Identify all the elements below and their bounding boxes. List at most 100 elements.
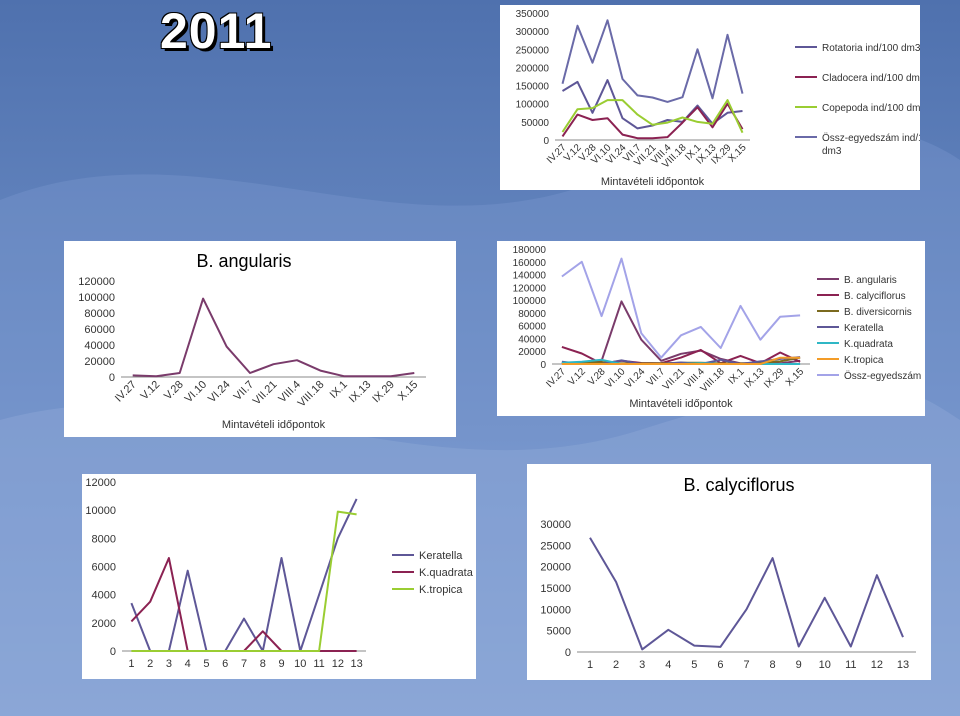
chart3-ytick-label: 140000: [513, 271, 547, 282]
chart1-ytick-label: 150000: [516, 82, 550, 93]
chart2-ytick-label: 100000: [78, 292, 115, 304]
chart4-xtick-label: 13: [350, 658, 362, 670]
chart2-ytick-label: 0: [109, 372, 115, 384]
chart5-xtick-label: 4: [665, 659, 671, 671]
chart3-xtick-label: IX.29: [762, 366, 787, 391]
chart4-series-k-quadrata: [130, 557, 357, 652]
chart5-xtick-label: 10: [819, 659, 831, 671]
chart5-xtick-label: 7: [743, 659, 749, 671]
chart2-title: B. angularis: [196, 251, 291, 271]
chart4-legend-label: Keratella: [419, 550, 463, 562]
chart3-ytick-label: 160000: [513, 258, 547, 269]
chart3-ytick-label: 60000: [518, 322, 546, 333]
year-title: 2011: [160, 3, 273, 59]
chart3-ytick-label: 180000: [513, 245, 547, 256]
chart3-legend-label: B. diversicornis: [844, 307, 912, 318]
chart1-panel: 0 50000 100000 150000 200000 250000 300000 3500…: [500, 5, 935, 190]
chart5-xtick-label: 12: [871, 659, 883, 671]
chart3-ytick-label: 80000: [518, 309, 546, 320]
chart4-legend-label: K.tropica: [419, 584, 463, 596]
chart1-ytick-label: 350000: [516, 9, 550, 20]
chart4-panel: 0 2000 4000 6000 8000 10000 12000 1 2 3 4 5 6 7 8 9 10 11…: [82, 474, 476, 679]
chart4-xtick-label: 4: [185, 658, 191, 670]
chart5-xtick-label: 9: [796, 659, 802, 671]
chart2-ytick-label: 60000: [84, 324, 115, 336]
chart2-panel: 0 20000 40000 60000 80000 100000 120000 IV.27 V.…: [64, 241, 456, 437]
chart3-xtick-label: IV.27: [544, 366, 568, 390]
chart2-ytick-label: 80000: [84, 308, 115, 320]
chart5-xtick-label: 3: [639, 659, 645, 671]
chart5-ytick-label: 0: [565, 647, 571, 659]
chart4-ytick-label: 6000: [92, 562, 116, 574]
chart1-legend-label: Copepoda ind/100 dm3: [822, 103, 920, 114]
chart2-xlabel: Mintavételi időpontok: [222, 419, 326, 431]
chart2-ytick-label: 40000: [84, 340, 115, 352]
chart4-ytick-label: 4000: [92, 590, 116, 602]
chart5-xtick-label: 13: [897, 659, 909, 671]
chart3-xtick-label: V.12: [566, 366, 588, 388]
chart3-xtick-label: X.15: [784, 366, 807, 389]
chart5-xtick-label: 5: [691, 659, 697, 671]
chart5-ytick-label: 20000: [540, 562, 571, 574]
chart3-ytick-label: 0: [540, 360, 546, 371]
chart3-series-k-tropica: [561, 356, 801, 365]
chart4-xtick-label: 3: [166, 658, 172, 670]
chart1-ytick-label: 250000: [516, 45, 550, 56]
chart4-series-k-tropica: [131, 510, 357, 652]
chart1-series-cladocera-ind-100-dm3: [561, 102, 744, 140]
chart4-xtick-label: 8: [260, 658, 266, 670]
chart5-title: B. calyciflorus: [683, 475, 794, 495]
chart4-xtick-label: 12: [332, 658, 344, 670]
chart2-xtick-label: VI.24: [206, 379, 233, 406]
chart3-xtick-label: IX.13: [742, 366, 767, 391]
chart5-ytick-label: 25000: [540, 540, 571, 552]
chart5-ytick-label: 15000: [540, 583, 571, 595]
chart2-xtick-label: V.28: [162, 379, 186, 403]
chart1-xlabel: Mintavételi időpontok: [601, 176, 705, 188]
chart2-xtick-label: IV.27: [113, 379, 139, 405]
chart3-legend-label: B. calyciflorus: [844, 291, 906, 302]
chart5-xtick-label: 6: [717, 659, 723, 671]
chart5-xtick-label: 2: [613, 659, 619, 671]
chart5-series-b-calyciflorus: [589, 537, 904, 651]
chart3-ytick-label: 20000: [518, 347, 546, 358]
chart3-xlabel: Mintavételi időpontok: [629, 398, 733, 410]
chart2-xtick-label: V.12: [139, 379, 163, 403]
chart2-xtick-label: IX.29: [370, 379, 397, 406]
chart1-ytick-label: 50000: [521, 118, 549, 129]
chart3-series-b-angularis: [561, 300, 801, 365]
chart3-panel: 0 20000 40000 60000 80000 100000 120000 140000 1…: [497, 241, 925, 416]
chart2-xtick-label: VII.21: [251, 379, 280, 408]
chart3-series-ssz-egyedsz-m: [561, 257, 801, 359]
chart1-ytick-label: 300000: [516, 27, 550, 38]
chart1-series-copepoda-ind-100-dm3: [561, 99, 744, 134]
chart2-ytick-label: 20000: [84, 356, 115, 368]
chart4-xtick-label: 1: [128, 658, 134, 670]
chart4-xtick-label: 11: [313, 658, 324, 670]
chart2-xtick-label: IX.13: [347, 379, 374, 406]
chart4-xtick-label: 6: [222, 658, 228, 670]
chart3-ytick-label: 40000: [518, 334, 546, 345]
chart2-xtick-label: VI.10: [183, 379, 210, 406]
chart3-legend-label: Keratella: [844, 323, 884, 334]
chart1-legend-label: Rotatoria ind/100 dm3: [822, 43, 920, 54]
chart1-ytick-label: 200000: [516, 63, 550, 74]
chart2-ytick-label: 120000: [78, 276, 115, 288]
chart5-panel: 0 5000 10000 15000 20000 25000 30000 1 2 3 4 5 6 7 8 9 1…: [527, 464, 931, 680]
chart2-xtick-label: X.15: [396, 379, 420, 403]
chart1-ytick-label: 0: [543, 136, 549, 147]
chart3-legend-label: Össz-egyedszám: [844, 370, 921, 382]
chart4-xtick-label: 5: [203, 658, 209, 670]
chart3-xtick-label: VI.24: [623, 366, 648, 391]
chart2-xtick-label: VIII.18: [296, 379, 327, 410]
chart3-legend-label: B. angularis: [844, 275, 897, 286]
chart3-legend-label: K.quadrata: [844, 339, 893, 350]
chart3-ytick-label: 100000: [513, 296, 547, 307]
chart4-ytick-label: 12000: [85, 477, 116, 489]
chart1-xtick-label: X.15: [726, 142, 749, 165]
chart5-xtick-label: 8: [770, 659, 776, 671]
